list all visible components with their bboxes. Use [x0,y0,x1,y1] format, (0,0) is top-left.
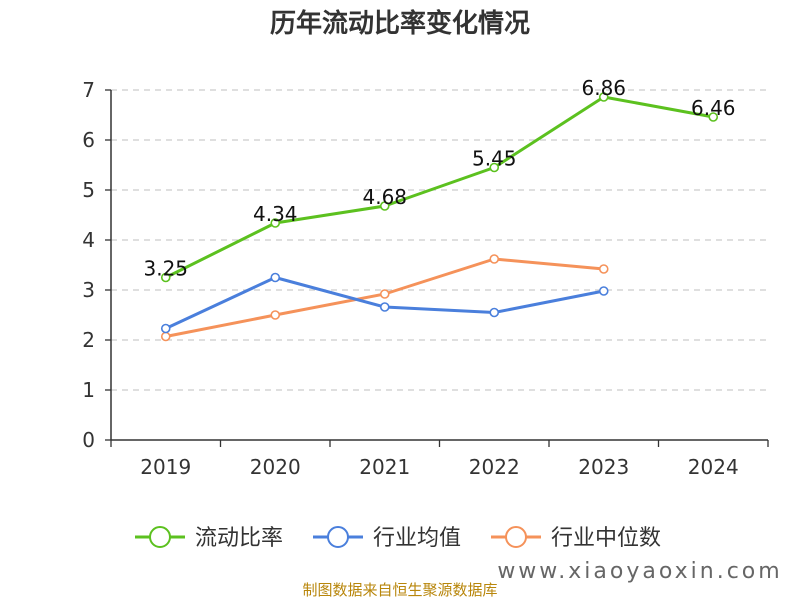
data-point[interactable] [270,272,281,283]
data-point[interactable] [598,92,609,102]
data-label: 6.86 [581,76,626,100]
data-point[interactable] [598,286,609,296]
x-tick-label: 2023 [578,455,629,479]
axes: 0 1 2 3 4 5 6 7 2019 2020 2021 2022 2023 2024 [82,78,769,479]
data-point[interactable] [379,302,390,312]
legend[interactable]: 流动比率 行业均值 行业中位数 [135,526,661,551]
x-tick-label: 2024 [688,455,739,479]
y-tick-label: 0 [82,428,95,452]
watermark: www.xiaoyaoxin.com [497,559,782,584]
y-tick-label: 1 [82,378,95,402]
legend-swatch-marker[interactable] [505,526,527,548]
data-point[interactable] [379,201,390,211]
data-label: 3.25 [143,257,188,281]
data-point[interactable] [160,323,171,334]
grid [111,89,768,391]
y-tick-label: 5 [82,178,95,202]
data-point[interactable] [489,162,500,173]
x-tick-label: 2021 [359,455,410,479]
data-label: 4.68 [362,185,407,209]
y-tick-label: 2 [82,328,95,352]
series-line-1 [165,95,714,279]
source-note: 制图数据来自恒生聚源数据库 [302,581,497,599]
legend-swatch-marker[interactable] [327,526,349,548]
data-label: 6.46 [691,96,736,120]
legend-swatch-marker[interactable] [149,526,171,548]
data-point[interactable] [598,264,609,274]
data-label: 4.34 [253,202,298,226]
legend-label[interactable]: 行业中位数 [551,526,661,551]
data-labels: 3.25 4.34 4.68 5.45 6.86 6.46 [143,76,735,281]
data-point[interactable] [270,218,281,228]
series-group [160,92,719,342]
x-tick-label: 2022 [469,455,520,479]
data-label: 5.45 [472,147,517,171]
x-tick-label: 2020 [250,455,301,479]
data-point[interactable] [379,289,390,299]
data-point[interactable] [160,331,171,342]
data-point[interactable] [708,112,719,122]
y-tick-label: 6 [82,128,95,152]
data-point[interactable] [489,254,500,264]
legend-label[interactable]: 流动比率 [195,526,283,551]
y-tick-label: 7 [82,78,95,102]
chart-title: 历年流动比率变化情况 [270,8,530,39]
y-tick-label: 4 [82,228,95,252]
data-point[interactable] [160,272,171,283]
x-tick-label: 2019 [140,455,191,479]
legend-label[interactable]: 行业均值 [373,526,461,551]
data-point[interactable] [270,310,281,320]
data-point[interactable] [489,307,500,318]
y-tick-label: 3 [82,278,95,302]
